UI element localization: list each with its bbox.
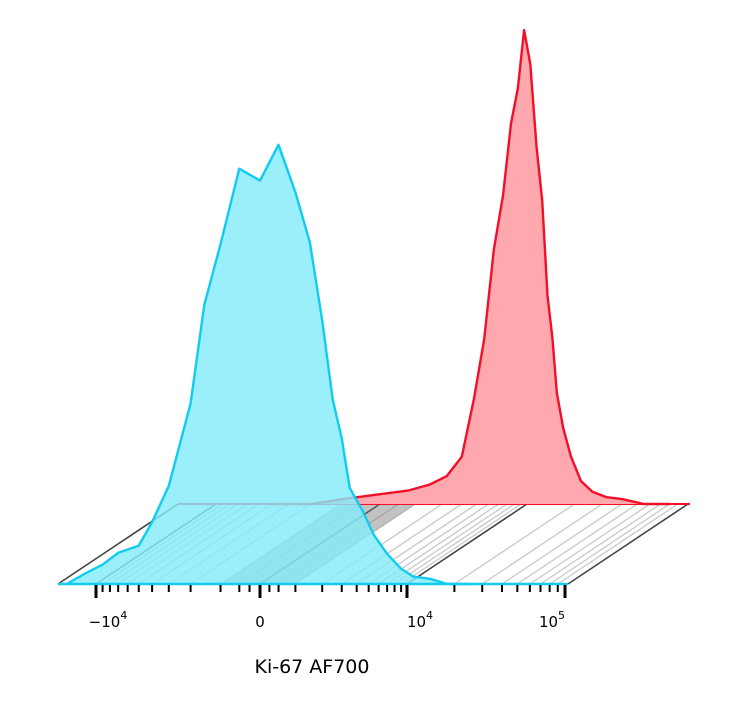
x-tick-label: 105	[539, 609, 565, 631]
x-axis	[94, 585, 567, 598]
grid-line	[557, 503, 679, 585]
back-histogram	[272, 28, 670, 506]
grid-line	[454, 503, 575, 585]
grid-major-line	[406, 503, 528, 585]
x-axis-title: Ki-67 AF700	[254, 656, 369, 678]
grid-line	[529, 503, 651, 585]
grid-line	[516, 503, 638, 585]
back-series-line	[272, 28, 670, 506]
grid-line	[549, 503, 671, 585]
x-tick-label: 104	[407, 609, 433, 631]
grid-line	[394, 503, 515, 585]
grid-line	[501, 503, 623, 585]
grid-line	[386, 503, 508, 585]
grid-major-line	[567, 503, 689, 585]
grid-line	[540, 503, 661, 585]
x-tick-label: 0	[255, 613, 265, 631]
grid-line	[400, 503, 522, 585]
front-histogram	[58, 143, 568, 586]
x-tick-label: −104	[89, 609, 128, 631]
grid-line	[481, 503, 603, 585]
front-series-fill	[66, 144, 470, 585]
x-tick-labels: −104 0 104 105	[89, 609, 565, 631]
front-series-line	[65, 143, 470, 586]
